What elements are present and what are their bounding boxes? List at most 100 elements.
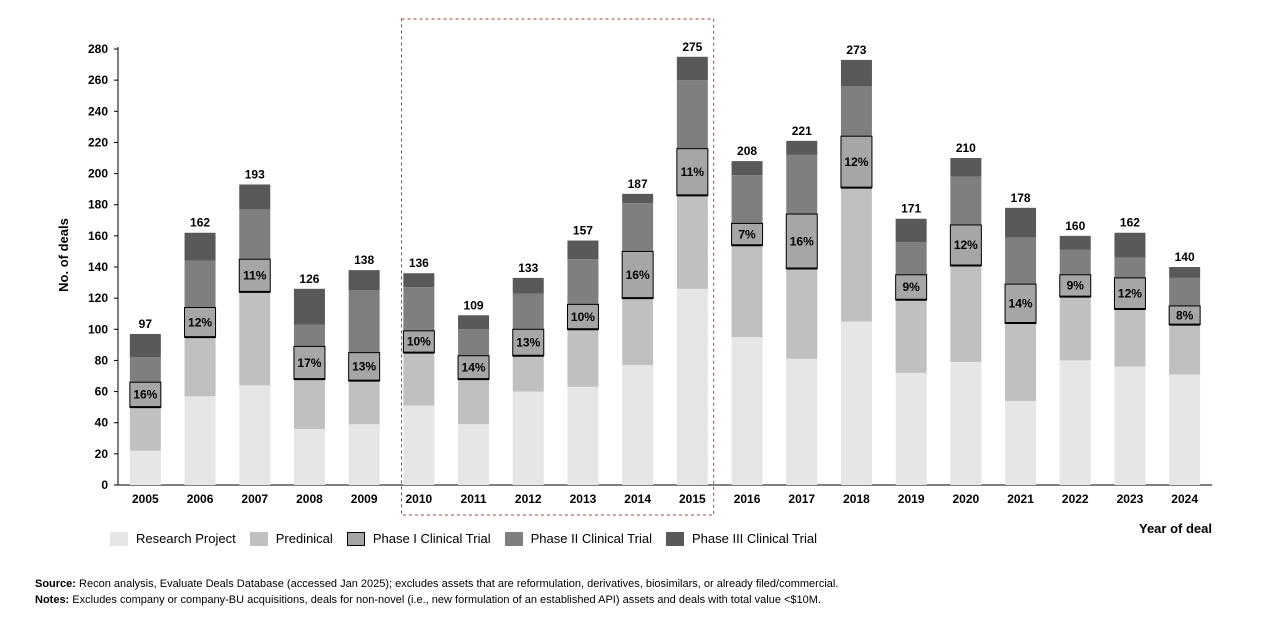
y-tick-label: 260: [88, 73, 108, 87]
bar-segment: [950, 361, 982, 485]
bar-segment: [950, 158, 982, 177]
bar-segment: [293, 288, 325, 325]
phase-i-share-label: 9%: [902, 280, 920, 294]
source-label: Source:: [35, 578, 76, 590]
phase-i-share-label: 9%: [1067, 279, 1085, 293]
bar-segment: [1169, 324, 1201, 375]
bar-segment: [403, 405, 435, 485]
phase-i-share-label: 16%: [626, 268, 650, 282]
bar-segment: [1005, 400, 1037, 485]
bar-segment: [895, 274, 927, 300]
legend-label: Research Project: [136, 531, 236, 546]
bar-segment: [1169, 305, 1201, 325]
bar-segment: [184, 260, 216, 308]
total-label: 162: [190, 216, 210, 230]
phase-i-share-label: 10%: [571, 310, 595, 324]
bar-segment: [458, 424, 490, 485]
y-tick-label: 120: [88, 291, 108, 305]
bar-segment: [731, 161, 763, 176]
bar-segment: [293, 346, 325, 380]
phase-i-share-label: 8%: [1176, 308, 1194, 322]
x-tick-label: 2015: [679, 492, 706, 506]
y-tick-label: 200: [88, 167, 108, 181]
bar-segment: [348, 270, 380, 291]
x-tick-label: 2023: [1117, 492, 1144, 506]
y-tick-label: 60: [95, 385, 109, 399]
y-tick-label: 280: [88, 42, 108, 56]
notes-note: Notes: Excludes company or company-BU ac…: [35, 592, 838, 608]
bar-segment: [348, 352, 380, 381]
bar-segment: [567, 329, 599, 387]
bar-segment: [1005, 323, 1037, 401]
total-label: 160: [1065, 219, 1085, 233]
bar-segment: [184, 337, 216, 397]
legend-label: Phase III Clinical Trial: [691, 531, 817, 546]
bar-segment: [895, 372, 927, 485]
bar-segment: [1059, 249, 1091, 275]
x-tick-label: 2007: [241, 492, 268, 506]
bar-segment: [840, 59, 872, 87]
bar-segment: [348, 290, 380, 353]
legend-swatch-phase-i: [346, 531, 365, 546]
y-tick-label: 100: [88, 322, 108, 336]
bar-segment: [239, 209, 271, 260]
y-tick-label: 40: [95, 416, 109, 430]
total-label: 109: [464, 298, 484, 312]
phase-i-share-label: 11%: [243, 269, 267, 283]
total-label: 210: [956, 141, 976, 155]
bar-segment: [840, 187, 872, 322]
bar-segment: [676, 80, 708, 149]
legend-item-phase-i: Phase I Clinical Trial: [346, 531, 491, 546]
bar-segment: [184, 232, 216, 261]
phase-i-share-label: 12%: [844, 155, 868, 169]
legend-swatch-research-project: [110, 531, 128, 546]
bar-segment: [786, 154, 818, 215]
bar-segment: [622, 251, 654, 299]
bar-segment: [129, 382, 161, 408]
bar-segment: [1114, 277, 1146, 310]
bar-segment: [786, 214, 818, 269]
x-tick-label: 2010: [405, 492, 432, 506]
bar-segment: [1114, 257, 1146, 278]
bar-segment: [786, 140, 818, 155]
bar-segment: [129, 407, 161, 451]
bar-segment: [129, 450, 161, 485]
legend-item-phase-iii: Phase III Clinical Trial: [665, 531, 817, 546]
legend-swatch-phase-ii: [504, 531, 523, 546]
bar-segment: [239, 184, 271, 210]
legend-item-phase-ii: Phase II Clinical Trial: [504, 531, 652, 546]
bar-segment: [458, 315, 490, 330]
total-label: 187: [628, 177, 648, 191]
x-tick-label: 2016: [734, 492, 761, 506]
legend-item-research-project: Research Project: [110, 531, 236, 546]
phase-i-share-label: 12%: [1118, 286, 1142, 300]
total-label: 171: [901, 202, 921, 216]
source-text: Recon analysis, Evaluate Deals Database …: [75, 578, 839, 590]
bar-segment: [786, 358, 818, 485]
y-tick-label: 220: [88, 135, 108, 149]
x-tick-label: 2017: [788, 492, 815, 506]
total-label: 140: [1175, 250, 1195, 264]
bar-segment: [1059, 360, 1091, 485]
x-tick-label: 2011: [461, 492, 487, 506]
bar-segment: [786, 268, 818, 359]
x-axis-title: Year of deal: [1139, 521, 1212, 536]
bar-segment: [895, 218, 927, 243]
bar-segment: [1114, 309, 1146, 367]
bar-segment: [1169, 277, 1201, 306]
bar-segment: [1005, 284, 1037, 324]
bar-segment: [403, 330, 435, 353]
bar-segment: [622, 193, 654, 204]
x-tick-label: 2024: [1171, 492, 1198, 506]
y-tick-label: 80: [95, 353, 109, 367]
x-tick-label: 2014: [624, 492, 651, 506]
bar-segment: [895, 299, 927, 373]
x-tick-label: 2022: [1062, 492, 1089, 506]
bar-segment: [293, 324, 325, 347]
x-tick-label: 2009: [351, 492, 378, 506]
total-label: 275: [682, 40, 702, 54]
phase-i-share-label: 14%: [462, 360, 486, 374]
bar-segment: [676, 56, 708, 81]
bar-segment: [1059, 274, 1091, 297]
bar-segment: [512, 329, 544, 356]
